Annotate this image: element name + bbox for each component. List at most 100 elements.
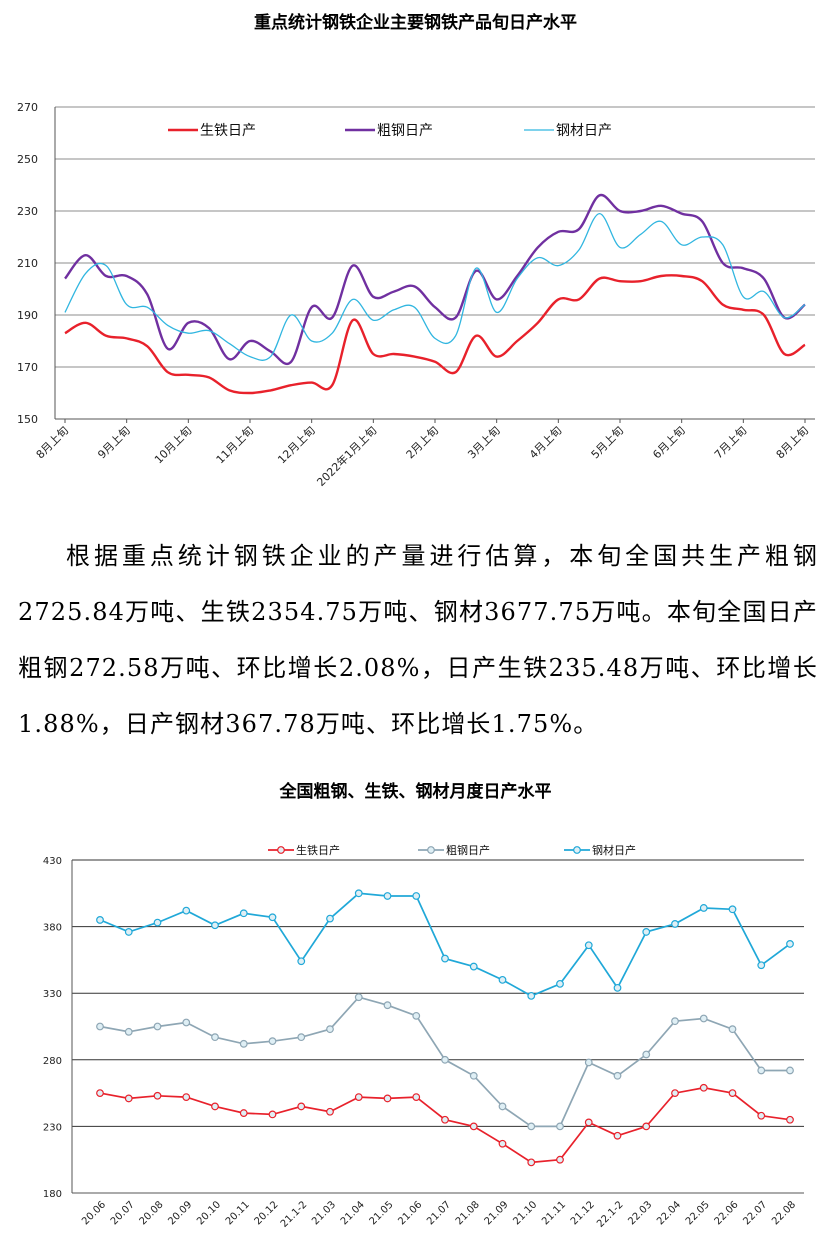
legend-label: 钢材日产 [556,123,612,139]
x-tick-label: 12月上旬 [275,424,317,466]
data-point [182,1018,191,1027]
data-point [412,892,421,900]
x-tick-label: 21.08 [454,1199,482,1227]
data-point [757,961,766,970]
y-tick-label: 280 [43,1056,62,1067]
x-tick-label: 21.04 [339,1199,367,1227]
x-tick-label: 21.12 [569,1199,597,1227]
legend-label: 粗钢日产 [446,843,490,857]
series-line-1 [99,1086,791,1164]
data-point [584,1058,593,1067]
data-point [297,957,306,966]
series-line-2 [64,193,806,366]
data-point [182,1093,191,1101]
x-tick-label: 20.08 [138,1199,166,1227]
data-point [326,1025,334,1034]
y-tick-label: 330 [43,989,62,1000]
x-tick-label: 22.06 [713,1199,741,1227]
data-point [498,975,507,984]
data-point [469,962,478,971]
data-point [124,928,133,936]
data-point [268,1110,277,1119]
y-tick-label: 430 [43,856,62,867]
legend-label: 生铁日产 [296,843,340,857]
y-tick-label: 180 [43,1189,62,1200]
data-point [671,1089,679,1098]
x-tick-label: 4月上旬 [527,424,564,461]
x-tick-label: 22.05 [684,1199,712,1227]
x-tick-label: 7月上旬 [712,424,749,461]
x-tick-label: 20.06 [80,1199,108,1227]
data-point [757,1066,766,1075]
y-tick-label: 270 [17,101,38,114]
x-tick-label: 20.07 [109,1199,137,1227]
y-tick-label: 250 [17,153,38,166]
data-point [182,906,191,915]
y-tick-label: 190 [17,309,38,322]
x-tick-label: 8月上旬 [34,424,71,461]
data-point [556,979,564,988]
data-point [613,983,622,992]
data-point [383,1001,392,1010]
data-point [441,1115,449,1124]
data-point [211,921,219,930]
data-point [613,1131,622,1140]
data-point [412,1011,421,1020]
chart-tenday-output: 150 170 190 210 230 250 270 8月上旬 9月上旬 10月上旬 11月上旬 1… [17,101,815,489]
data-point [556,1155,564,1164]
data-point [153,918,162,927]
data-point [786,1115,794,1124]
x-tick-label: 22.07 [741,1199,769,1227]
series-line-1 [64,274,806,395]
x-tick-label: 22.08 [770,1199,798,1227]
data-point [268,1037,277,1046]
data-point [96,1089,104,1098]
y-tick-label: 230 [43,1122,62,1133]
data-point [613,1071,622,1080]
data-point [383,1094,392,1103]
data-point [584,1118,593,1127]
data-point [211,1033,219,1042]
x-tick-label: 6月上旬 [650,424,687,461]
x-tick-label: 3月上旬 [465,424,502,461]
series-line-3 [64,212,806,361]
x-tick-label: 21.09 [483,1199,511,1227]
data-point [469,1122,478,1131]
x-tick-label: 22.1-2 [595,1199,626,1230]
x-tick-label: 2022年1月上旬 [314,423,380,489]
data-point [383,892,392,900]
data-point [728,1089,737,1098]
data-point [671,920,679,928]
data-point [441,954,449,963]
legend-marker [277,846,285,854]
x-tick-label: 21.05 [368,1199,396,1227]
legend-marker [427,846,435,854]
data-point [96,916,104,924]
chart2-title: 全国粗钢、生铁、钢材月度日产水平 [279,782,552,802]
data-point [786,1066,794,1075]
data-point [441,1055,449,1064]
x-tick-label: 22.04 [655,1199,683,1227]
x-tick-label: 2月上旬 [404,424,441,461]
x-tick-label: 11月上旬 [214,424,256,466]
data-point [671,1017,679,1026]
data-point [556,1122,564,1131]
data-point [96,1022,104,1031]
data-point [239,1109,248,1117]
x-tick-label: 21.11 [540,1199,568,1227]
chart1-title: 重点统计钢铁企业主要钢铁产品旬日产水平 [254,13,577,33]
data-point [124,1027,133,1036]
data-point [354,1093,363,1101]
y-tick-label: 170 [17,361,38,374]
x-tick-label: 21.10 [511,1199,539,1227]
y-tick-label: 230 [17,205,38,218]
data-point [757,1111,766,1120]
data-point [527,1122,536,1131]
y-tick-label: 380 [43,923,62,934]
x-tick-label: 8月上旬 [774,424,811,461]
data-point [153,1022,162,1031]
legend-label: 生铁日产 [200,123,256,139]
data-point [469,1071,478,1080]
data-point [239,909,248,918]
